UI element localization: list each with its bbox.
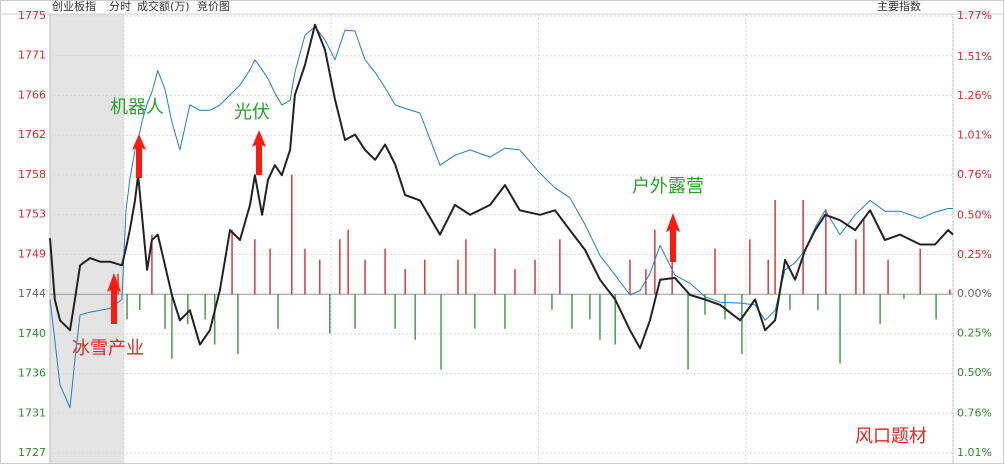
arrow: [107, 273, 121, 324]
y2-tick-label: 1.77%: [957, 9, 992, 22]
y-tick-label: 1749: [18, 247, 46, 260]
y-tick-label: 1775: [18, 9, 46, 22]
y2-tick-label: 0.50%: [957, 366, 992, 379]
annotation: 户外露营: [632, 176, 704, 197]
header-mode[interactable]: 分时: [109, 0, 131, 13]
lines: [49, 23, 954, 409]
price-line: [49, 26, 953, 409]
y-tick-label: 1727: [18, 446, 46, 459]
annotation: 光伏: [234, 102, 270, 123]
arrow: [666, 213, 680, 262]
y2-tick-label: 1.01%: [957, 446, 992, 459]
y2-tick-label: 0.00%: [957, 287, 992, 300]
annotation: 机器人: [110, 97, 164, 118]
grid: [50, 14, 954, 463]
arrows: [107, 130, 680, 324]
y2-tick-label: 0.76%: [957, 168, 992, 181]
y-tick-label: 1731: [18, 406, 46, 419]
y-tick-label: 1762: [18, 128, 46, 141]
y2-tick-label: 0.25%: [957, 327, 992, 340]
header-auction[interactable]: 竞价图: [197, 0, 230, 13]
y-tick-label: 1766: [18, 88, 46, 101]
annotation: 风口题材: [855, 426, 927, 447]
header-title: 创业板指: [52, 0, 96, 13]
y-tick-label: 1771: [18, 49, 46, 62]
ticks: 1775 1771 1766 1762 1758 1753 1749 1744 1740 1736…: [18, 9, 992, 459]
header-measure[interactable]: 成交额(万): [137, 0, 190, 13]
y2-tick-label: 0.25%: [957, 248, 992, 261]
y2-tick-label: 1.51%: [957, 50, 992, 63]
header-menu[interactable]: 主要指数: [877, 0, 921, 13]
price-line: [49, 23, 954, 350]
y-tick-label: 1753: [18, 208, 46, 221]
arrow: [132, 134, 146, 178]
y-tick-label: 1740: [18, 327, 46, 340]
auction-area: [50, 14, 124, 464]
y2-tick-label: 1.01%: [957, 128, 992, 141]
y-tick-label: 1736: [18, 367, 46, 380]
y-tick-label: 1758: [18, 168, 46, 181]
bars: [117, 174, 951, 370]
y2-tick-label: 1.26%: [957, 89, 992, 102]
y2-tick-label: 0.76%: [957, 407, 992, 420]
y2-tick-label: 0.50%: [957, 209, 992, 222]
arrow: [252, 130, 266, 175]
annotation: 冰雪产业: [72, 338, 144, 359]
y-tick-label: 1744: [18, 287, 46, 300]
